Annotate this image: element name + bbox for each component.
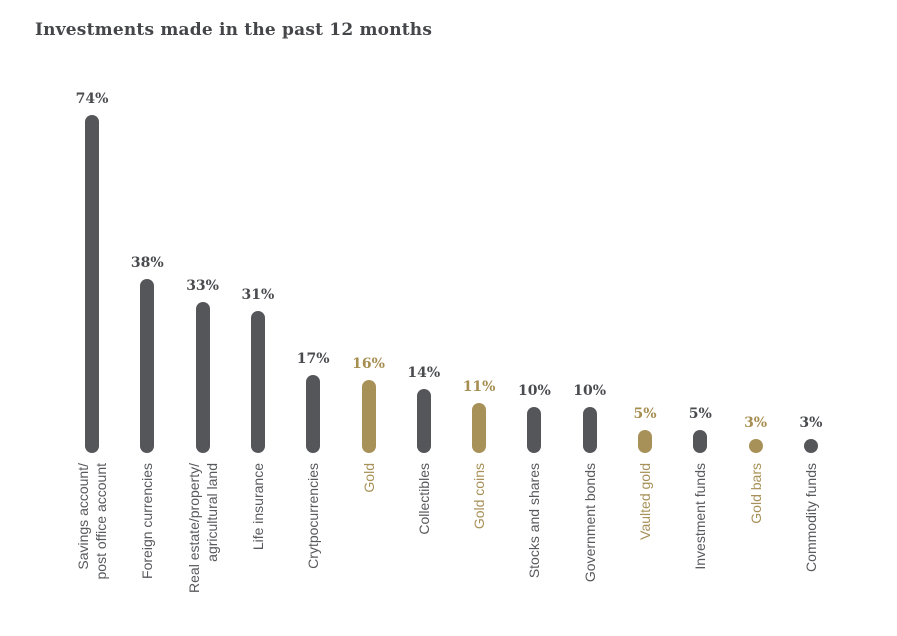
bar-value: 10% [573,383,607,400]
bar-12 [693,430,708,453]
bar-4 [250,311,265,453]
bar-value: 11% [462,378,496,395]
bar-6 [361,379,376,453]
bar-value: 5% [633,406,657,423]
category-label: Gold coins [471,463,488,530]
category-label: Life insurance [249,463,266,551]
category-label: Foreign currencies [139,463,156,579]
category-label: Crytpocurrencies [305,463,322,569]
category-label: Vaulted gold [637,463,653,540]
bar-10 [582,407,597,453]
bar-value: 16% [352,355,385,372]
bar-3 [195,302,210,453]
bar-value: 3% [744,415,768,431]
bar-9 [527,407,542,453]
chart-title: Investments made in the past 12 months [35,20,433,40]
bar-13 [748,439,763,453]
bar-11 [638,430,652,453]
bar-5 [306,375,321,453]
category-label: Commodity funds [802,463,819,572]
bar-value: 38% [130,255,164,272]
bar-value: 5% [688,406,712,423]
bar-value: 33% [186,278,219,295]
category-label: Stocks and shares [526,463,543,579]
bar-value: 74% [75,90,109,107]
bar-7 [416,389,431,453]
bar-8 [472,402,487,453]
bar-value: 3% [799,415,823,431]
bar-value: 17% [296,351,330,368]
category-label: Gold [360,463,377,493]
bar-2 [140,279,155,453]
category-label: Investment funds [692,463,709,570]
bar-value: 10% [517,383,551,400]
bar-value: 31% [241,287,275,304]
bar-14 [803,439,818,453]
category-label: Government bonds [581,463,598,583]
category-label: Gold bars [747,463,764,524]
bar-1 [85,114,99,453]
bar-value: 14% [407,365,441,382]
category-label: Real estate/property/ agricultural land [185,463,220,593]
category-label: Savings account/ post office account [75,463,109,580]
category-label: Collectibles [415,463,432,535]
